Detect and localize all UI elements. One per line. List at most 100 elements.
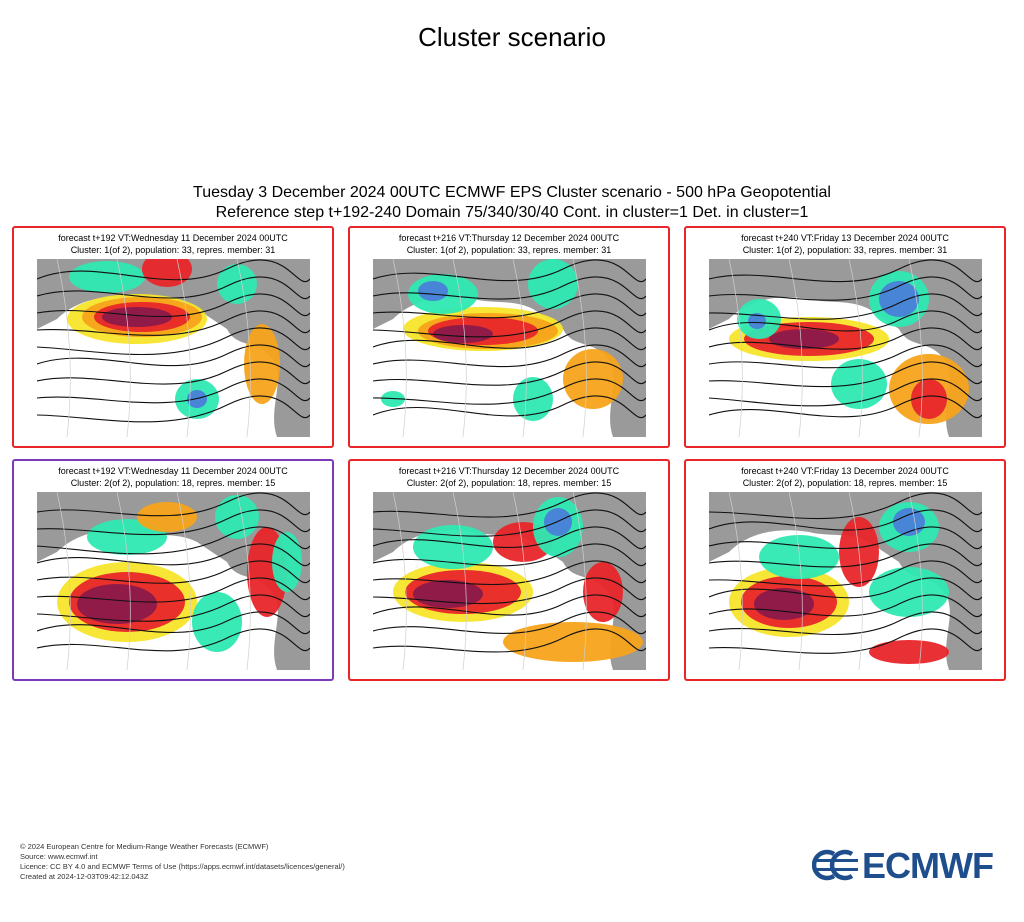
ecmwf-logo-icon <box>812 849 858 881</box>
geopotential-contour <box>37 526 310 555</box>
geopotential-contour <box>709 526 982 549</box>
anomaly-shading <box>215 495 259 539</box>
geopotential-contour <box>373 344 646 368</box>
geopotential-contour <box>709 344 982 369</box>
anomaly-shading <box>544 508 572 536</box>
geopotential-contour <box>37 276 310 299</box>
geopotential-contour <box>373 543 646 567</box>
panel-cluster1-t240: forecast t+240 VT:Friday 13 December 202… <box>684 226 1006 448</box>
panel-cluster-label: Cluster: 1(of 2), population: 33, repres… <box>742 245 948 255</box>
panel-forecast-label: forecast t+216 VT:Thursday 12 December 2… <box>398 233 620 243</box>
geopotential-contour <box>709 492 982 520</box>
graticule-line <box>728 492 743 670</box>
graticule-line <box>788 492 803 670</box>
geopotential-contour <box>709 361 982 388</box>
geopotential-contour <box>709 310 982 333</box>
geopotential-contour <box>373 594 646 617</box>
graticule-line <box>908 259 923 437</box>
anomaly-shading <box>503 622 643 662</box>
geopotential-contour <box>373 259 646 282</box>
geopotential-contour <box>709 276 982 301</box>
geopotential-map <box>709 492 982 670</box>
geopotential-contour <box>37 509 310 536</box>
anomaly-shading <box>433 325 493 343</box>
land-area <box>37 259 310 437</box>
anomaly-shading <box>869 567 949 617</box>
geopotential-contour <box>373 560 646 586</box>
panel-cluster1-t192: forecast t+192 VT:Wednesday 11 December … <box>12 226 334 448</box>
panel-cluster-label: Cluster: 2(of 2), population: 18, repres… <box>70 478 276 488</box>
anomaly-shading <box>102 307 172 327</box>
anomaly-shading <box>759 535 839 579</box>
land-area <box>373 259 646 437</box>
licence-line: Licence: CC BY 4.0 and ECMWF Terms of Us… <box>20 862 345 871</box>
graticule-line <box>728 259 743 437</box>
graticule-line <box>56 259 71 437</box>
graticule-line <box>512 259 527 437</box>
panel-cluster2-t240: forecast t+240 VT:Friday 13 December 202… <box>684 459 1006 681</box>
geopotential-contour <box>373 293 646 319</box>
geopotential-contour <box>37 611 310 634</box>
geopotential-contour <box>37 395 310 423</box>
geopotential-contour <box>37 361 310 385</box>
geopotential-contour <box>37 327 310 356</box>
graticule-line <box>176 259 191 437</box>
geopotential-contour <box>37 293 310 318</box>
graticule-line <box>116 492 131 670</box>
geopotential-contour <box>709 577 982 600</box>
anomaly-shading <box>769 329 839 349</box>
geopotential-map <box>37 492 310 670</box>
geopotential-contour <box>709 378 982 407</box>
created-line: Created at 2024-12-03T09:42:12.043Z <box>20 872 149 881</box>
geopotential-contour <box>373 509 646 537</box>
map-canvas <box>373 492 646 670</box>
panel-cluster-label: Cluster: 1(of 2), population: 33, repres… <box>406 245 612 255</box>
geopotential-contour <box>37 594 310 622</box>
geopotential-contour <box>373 526 646 549</box>
source-line: Source: www.ecmwf.int <box>20 852 98 861</box>
geopotential-contour <box>373 628 646 653</box>
anomaly-shading <box>528 259 578 309</box>
graticule-line <box>908 492 923 670</box>
geopotential-contour <box>709 327 982 350</box>
anomaly-shading <box>748 313 766 329</box>
panel-cluster-label: Cluster: 2(of 2), population: 18, repres… <box>406 478 612 488</box>
graticule-line <box>788 259 803 437</box>
map-canvas <box>709 492 982 670</box>
geopotential-contour <box>373 611 646 634</box>
geopotential-contour <box>37 628 310 652</box>
anomaly-shading <box>911 379 947 419</box>
panel-forecast-label: forecast t+192 VT:Wednesday 11 December … <box>58 233 288 243</box>
panel-cluster1-t216: forecast t+216 VT:Thursday 12 December 2… <box>348 226 670 448</box>
anomaly-shading <box>754 588 814 620</box>
anomaly-shading <box>244 324 280 404</box>
anomaly-shading <box>217 264 257 304</box>
geopotential-map <box>709 259 982 437</box>
geopotential-contour <box>373 378 646 405</box>
geopotential-contour <box>709 259 982 283</box>
geopotential-contour <box>373 577 646 605</box>
graticule-line <box>56 492 71 670</box>
geopotential-contour <box>373 310 646 338</box>
graticule-line <box>512 492 527 670</box>
graticule-line <box>848 259 863 437</box>
panel-cluster-label: Cluster: 1(of 2), population: 33, repres… <box>70 245 276 255</box>
panel-cluster2-t216: forecast t+216 VT:Thursday 12 December 2… <box>348 459 670 681</box>
geopotential-contour <box>373 395 646 418</box>
graticule-line <box>236 259 251 437</box>
geopotential-contour <box>37 577 310 603</box>
product-subtitle: Reference step t+192-240 Domain 75/340/3… <box>215 204 809 221</box>
geopotential-contour <box>37 344 310 367</box>
graticule-line <box>848 492 863 670</box>
geopotential-contour <box>709 628 982 654</box>
geopotential-map <box>373 259 646 437</box>
geopotential-contour <box>709 509 982 532</box>
anomaly-shading <box>583 562 623 622</box>
geopotential-contour <box>37 492 310 517</box>
anomaly-shading <box>272 532 302 592</box>
ecmwf-logo: ECMWF <box>812 846 1012 886</box>
panel-cluster2-t192: forecast t+192 VT:Wednesday 11 December … <box>12 459 334 681</box>
graticule-line <box>176 492 191 670</box>
anomaly-shading <box>77 584 157 624</box>
geopotential-contour <box>709 611 982 636</box>
